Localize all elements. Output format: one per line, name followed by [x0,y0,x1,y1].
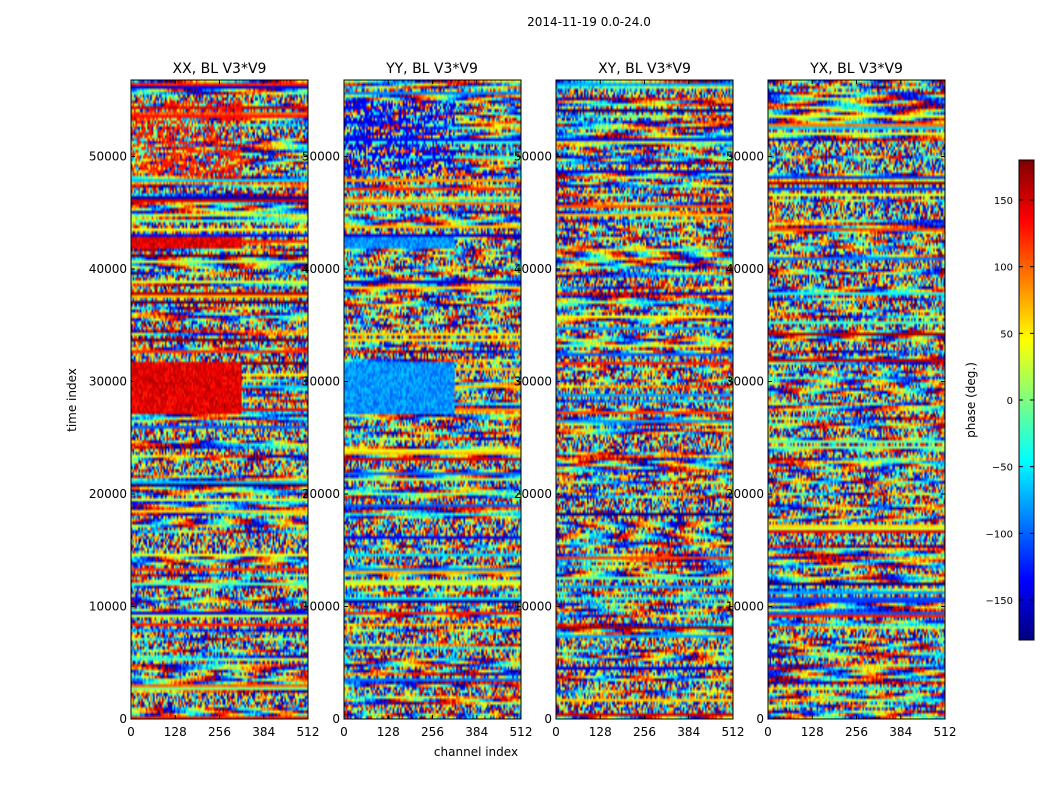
x-tick-label-yy-3: 384 [465,725,488,739]
cbar-tick-label-3: 0 [1007,396,1013,407]
x-tick-label-xy-1: 128 [589,725,612,739]
figure-title: 2014-11-19 0.0-24.0 [527,15,651,29]
y-tick-label-xy-3: 30000 [514,375,552,389]
colorbar-label: phase (deg.) [964,362,978,438]
cbar-tick-label-2: −50 [992,463,1013,474]
panel-title-xx: XX, BL V3*V9 [173,61,267,77]
cbar-tick-label-0: −150 [986,596,1013,607]
y-tick-label-yx-3: 30000 [726,375,764,389]
panel-xy: 0 128 256 384 512 0 10000 20000 30000 40000 50000 [514,79,745,739]
y-tick-label-xx-0: 0 [119,712,127,726]
y-tick-label-xx-3: 30000 [89,375,127,389]
x-tick-label-yx-0: 0 [764,725,772,739]
y-axis-label: time index [65,368,79,432]
x-tick-label-xy-0: 0 [552,725,560,739]
heatmap-yy [344,80,521,719]
heatmap-xx [131,80,308,719]
y-tick-label-xx-1: 10000 [89,600,127,614]
cbar-tick-label-1: −100 [986,529,1013,540]
panel-title-xy: XY, BL V3*V9 [598,61,691,77]
panel-title-yx: YX, BL V3*V9 [809,61,903,77]
x-tick-label-yy-2: 256 [421,725,444,739]
heatmap-yx [768,80,945,719]
panels-layer: 0 128 256 384 512010000200003000040000500000… [89,79,957,739]
y-tick-label-yy-4: 40000 [302,262,340,276]
x-tick-label-xx-4: 512 [297,725,320,739]
x-tick-label-yx-3: 384 [889,725,912,739]
y-tick-label-yy-1: 10000 [302,600,340,614]
y-tick-label-xy-0: 0 [544,712,552,726]
panel-xx: 0 128 256 384 512 0 10000 20000 30000 40000 50000 [89,79,320,739]
x-tick-label-xx-2: 256 [208,725,231,739]
x-axis-label: channel index [434,745,518,759]
panel-title-yy: YY, BL V3*V9 [385,61,478,77]
x-tick-label-xy-2: 256 [633,725,656,739]
x-tick-label-yy-0: 0 [340,725,348,739]
x-tick-label-xy-3: 384 [677,725,700,739]
x-tick-label-xx-3: 384 [252,725,275,739]
panel-yx: 0 128 256 384 512 0 10000 20000 30000 40000 50000 [726,79,957,739]
y-tick-label-yy-3: 30000 [302,375,340,389]
x-tick-label-yx-1: 128 [801,725,824,739]
y-tick-label-xx-4: 40000 [89,262,127,276]
y-tick-label-xx-2: 20000 [89,487,127,501]
y-tick-label-xy-2: 20000 [514,487,552,501]
x-tick-label-xx-1: 128 [164,725,187,739]
x-tick-label-yy-1: 128 [377,725,400,739]
panel-yy: 0 128 256 384 512 0 10000 20000 30000 40000 50000 [302,79,533,739]
y-tick-label-xy-1: 10000 [514,600,552,614]
y-tick-label-yx-5: 50000 [726,150,764,164]
x-tick-label-xx-0: 0 [127,725,135,739]
heatmap-xy [556,80,733,719]
y-tick-label-yy-2: 20000 [302,487,340,501]
x-tick-label-yx-4: 512 [934,725,957,739]
y-tick-label-yy-5: 50000 [302,150,340,164]
y-tick-label-yx-4: 40000 [726,262,764,276]
y-tick-label-yy-0: 0 [332,712,340,726]
x-tick-label-xy-4: 512 [722,725,745,739]
x-tick-label-yx-2: 256 [845,725,868,739]
colorbar-ticks: −150 −100 −50 0 50 100 150 [986,196,1034,607]
y-tick-label-yx-2: 20000 [726,487,764,501]
y-tick-label-xy-5: 50000 [514,150,552,164]
y-tick-label-yx-1: 10000 [726,600,764,614]
y-tick-label-yx-0: 0 [756,712,764,726]
cbar-tick-label-5: 100 [994,263,1013,274]
cbar-tick-label-6: 150 [994,196,1013,207]
cbar-tick-label-4: 50 [1000,329,1013,340]
x-tick-label-yy-4: 512 [510,725,533,739]
y-tick-label-xy-4: 40000 [514,262,552,276]
colorbar: −150 −100 −50 0 50 100 150 phase (deg.) [964,159,1035,641]
y-tick-label-xx-5: 50000 [89,150,127,164]
